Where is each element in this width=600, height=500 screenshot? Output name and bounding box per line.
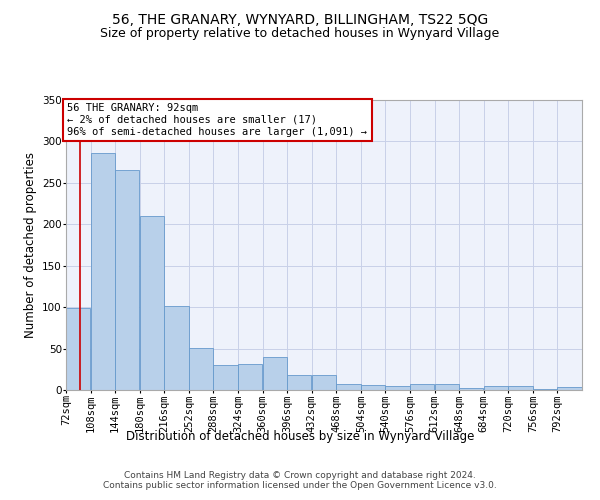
Bar	[263, 357, 287, 390]
Bar	[140, 216, 164, 390]
Bar	[533, 389, 557, 390]
Y-axis label: Number of detached properties: Number of detached properties	[23, 152, 37, 338]
Text: 56 THE GRANARY: 92sqm
← 2% of detached houses are smaller (17)
96% of semi-detac: 56 THE GRANARY: 92sqm ← 2% of detached h…	[67, 104, 367, 136]
Bar	[336, 384, 361, 390]
Bar	[312, 375, 336, 390]
Text: 56, THE GRANARY, WYNYARD, BILLINGHAM, TS22 5QG: 56, THE GRANARY, WYNYARD, BILLINGHAM, TS…	[112, 12, 488, 26]
Bar	[459, 388, 484, 390]
Bar	[557, 386, 581, 390]
Bar	[91, 153, 115, 390]
Bar	[66, 308, 90, 390]
Text: Contains HM Land Registry data © Crown copyright and database right 2024.
Contai: Contains HM Land Registry data © Crown c…	[103, 470, 497, 490]
Bar	[238, 364, 262, 390]
Bar	[214, 365, 238, 390]
Bar	[484, 386, 508, 390]
Bar	[385, 386, 410, 390]
Text: Size of property relative to detached houses in Wynyard Village: Size of property relative to detached ho…	[100, 28, 500, 40]
Text: Distribution of detached houses by size in Wynyard Village: Distribution of detached houses by size …	[126, 430, 474, 443]
Bar	[189, 348, 213, 390]
Bar	[115, 170, 139, 390]
Bar	[164, 306, 188, 390]
Bar	[287, 375, 311, 390]
Bar	[410, 384, 434, 390]
Bar	[361, 385, 385, 390]
Bar	[434, 384, 459, 390]
Bar	[508, 386, 533, 390]
